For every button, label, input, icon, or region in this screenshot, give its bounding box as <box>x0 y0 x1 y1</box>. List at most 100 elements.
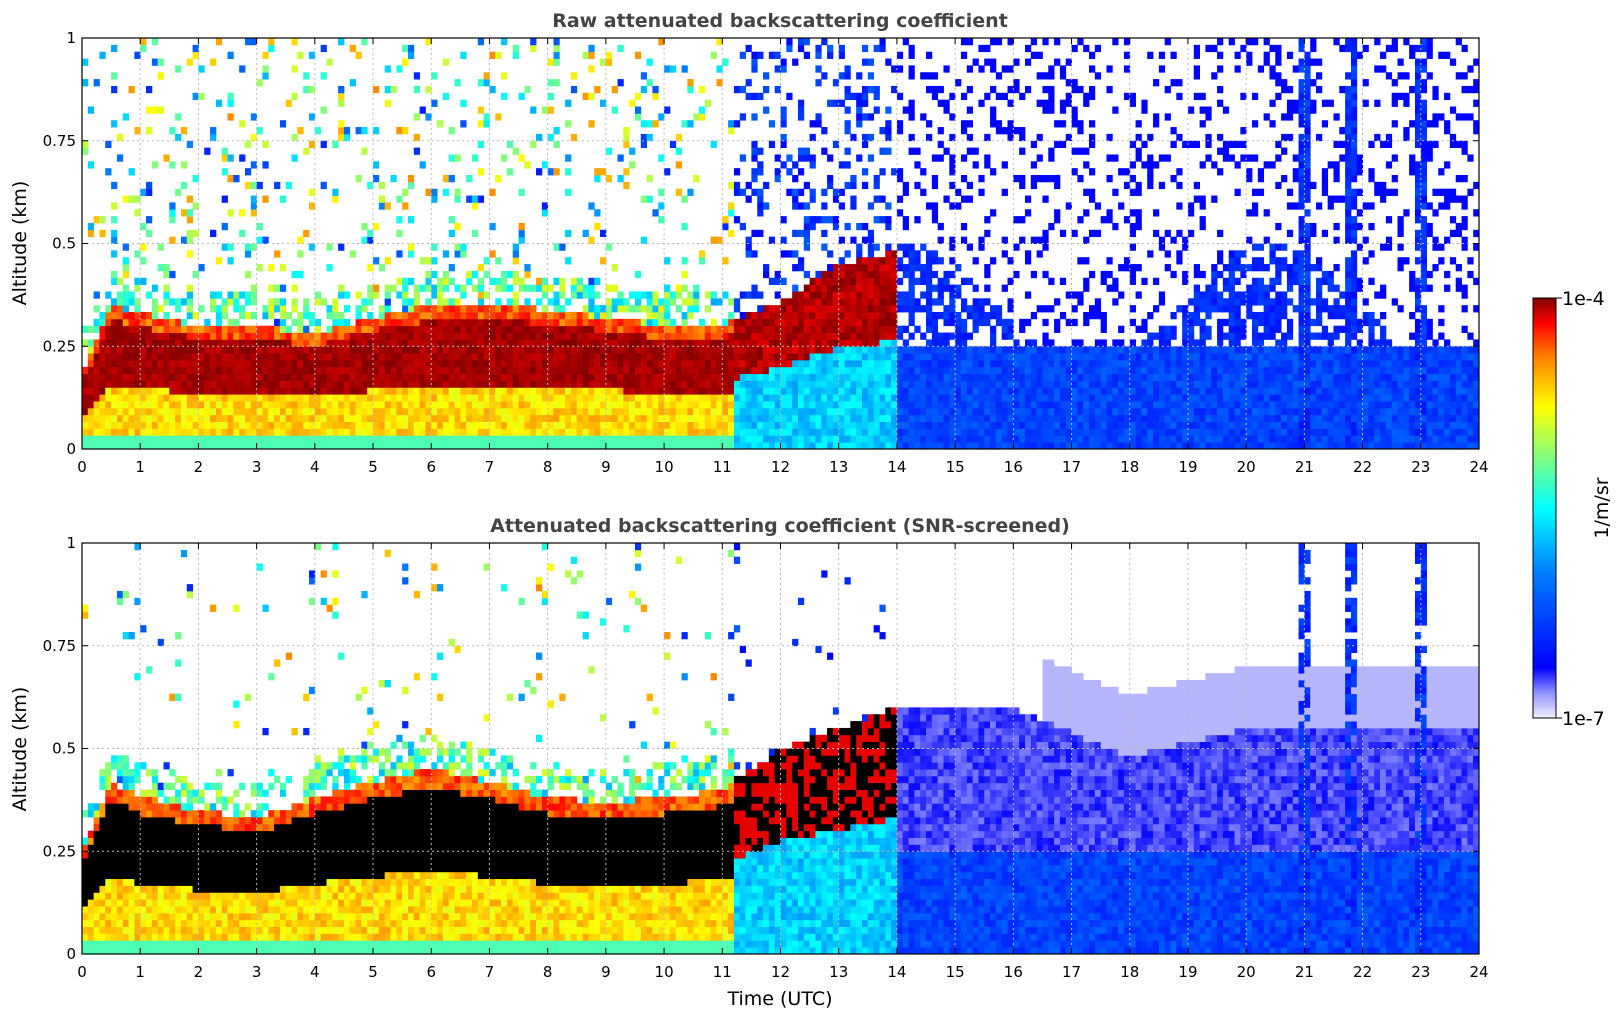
heat-cell <box>134 339 141 347</box>
heat-cell <box>1123 421 1131 429</box>
heat-cell <box>402 339 409 347</box>
heat-cell <box>472 442 479 449</box>
heat-cell <box>611 106 618 114</box>
heat-cell <box>908 99 915 107</box>
heat-cell <box>710 332 717 340</box>
heat-cell <box>297 387 304 395</box>
heat-cell <box>757 209 764 217</box>
heat-cell <box>1106 284 1113 292</box>
heat-cell <box>570 332 578 340</box>
heat-cell <box>93 366 100 375</box>
heat-cell <box>681 65 688 73</box>
heat-cell <box>518 305 525 313</box>
heat-cell <box>442 353 450 361</box>
heat-cell <box>256 387 263 395</box>
heat-cell <box>891 407 898 416</box>
heat-cell <box>588 407 595 416</box>
heat-cell <box>204 428 211 436</box>
heat-cell <box>244 380 252 388</box>
heat-cell <box>815 318 822 327</box>
heat-cell <box>588 325 595 333</box>
heat-cell <box>658 442 665 449</box>
heat-cell <box>780 140 787 148</box>
heat-cell <box>710 291 717 299</box>
heat-cell <box>879 414 886 422</box>
heat-cell <box>914 407 921 416</box>
heat-cell <box>239 305 246 313</box>
heat-cell <box>140 366 147 375</box>
heat-cell <box>926 339 933 347</box>
heat-cell <box>297 359 304 368</box>
heat-cell <box>338 353 345 361</box>
heat-cell <box>733 421 741 429</box>
heat-cell <box>797 442 805 449</box>
heat-cell <box>879 291 886 299</box>
heat-cell <box>873 325 880 333</box>
heat-cell <box>960 51 968 59</box>
heat-cell <box>739 353 746 361</box>
heat-cell <box>105 318 112 327</box>
heat-cell <box>303 407 310 416</box>
heat-cell <box>926 401 933 409</box>
heat-cell <box>990 373 997 381</box>
heat-cell <box>722 291 729 299</box>
heat-cell <box>448 346 455 354</box>
heat-cell <box>437 428 444 436</box>
heat-cell <box>448 428 455 436</box>
heat-cell <box>914 401 921 409</box>
heat-cell <box>588 65 595 73</box>
heat-cell <box>169 380 176 388</box>
heat-cell <box>338 366 345 375</box>
heat-cell <box>681 414 688 422</box>
heat-cell <box>1013 442 1020 449</box>
heat-cell <box>832 325 840 333</box>
heat-cell <box>687 79 694 87</box>
heat-cell <box>861 284 869 292</box>
heat-cell <box>384 373 391 381</box>
heat-cell <box>279 312 287 320</box>
heat-cell <box>850 318 857 327</box>
heat-cell <box>576 414 583 422</box>
heat-cell <box>454 414 461 422</box>
heat-cell <box>669 387 677 395</box>
heat-cell <box>1042 318 1049 327</box>
heat-cell <box>943 346 950 354</box>
heat-cell <box>140 421 147 429</box>
heat-cell <box>891 394 898 402</box>
heat-cell <box>960 387 968 395</box>
heat-cell <box>320 298 327 306</box>
heat-cell <box>501 401 508 409</box>
heat-cell <box>640 305 648 313</box>
heat-cell <box>733 359 741 368</box>
heat-cell <box>274 339 281 347</box>
heat-cell <box>978 236 985 244</box>
heat-cell <box>774 394 781 402</box>
heat-cell <box>809 366 816 375</box>
heat-cell <box>390 387 397 395</box>
heat-cell <box>722 373 729 381</box>
heat-cell <box>1059 421 1067 429</box>
heat-cell <box>1013 346 1020 354</box>
heat-cell <box>780 380 787 388</box>
heat-cell <box>856 291 863 299</box>
heat-cell <box>1094 428 1102 436</box>
heat-cell <box>733 401 741 409</box>
heat-cell <box>111 414 118 422</box>
heat-cell <box>367 359 374 368</box>
heat-cell <box>926 133 933 142</box>
heat-cell <box>186 366 193 375</box>
heat-cell <box>908 305 915 313</box>
heat-cell <box>879 366 886 375</box>
heat-cell <box>873 216 880 224</box>
heat-cell <box>693 414 700 422</box>
heat-cell <box>640 72 648 80</box>
heat-cell <box>157 387 164 395</box>
heat-cell <box>111 270 118 279</box>
heat-cell <box>582 428 589 436</box>
heat-cell <box>681 421 688 429</box>
heat-cell <box>617 421 624 429</box>
heat-cell <box>768 435 776 443</box>
heat-cell <box>867 394 875 402</box>
heat-cell <box>338 373 345 381</box>
